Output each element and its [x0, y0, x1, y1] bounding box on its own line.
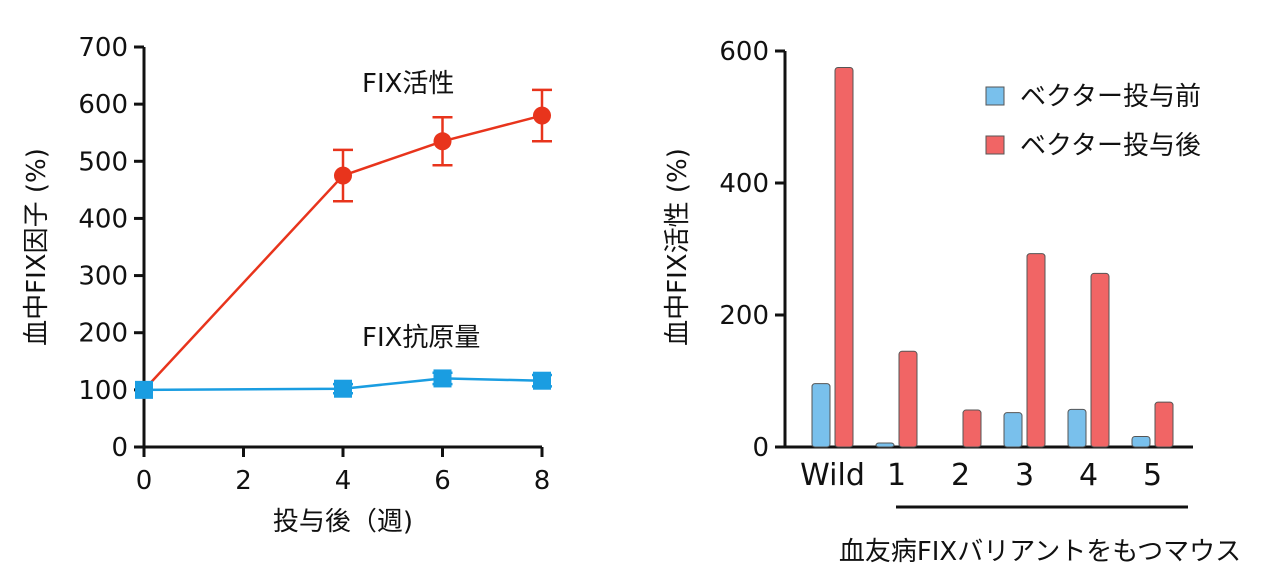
y-tick-label: 0	[752, 433, 769, 463]
legend-label-before: ベクター投与前	[1020, 82, 1201, 112]
series-fix-antigen	[135, 369, 552, 399]
data-point	[533, 371, 551, 390]
bar-after	[962, 409, 982, 448]
bar-before	[1003, 412, 1023, 448]
x-tick-label: 1	[887, 458, 906, 493]
y-tick-label: 100	[78, 376, 128, 406]
x-tick-label: 4	[1079, 458, 1098, 493]
x-tick-label: 8	[534, 466, 551, 496]
legend-swatch-after	[985, 135, 1005, 155]
bar-after	[898, 350, 918, 448]
x-tick-label: 0	[136, 466, 153, 496]
series-fix-activity	[135, 88, 552, 399]
x-tick-label: 5	[1143, 458, 1162, 493]
data-point	[135, 380, 153, 399]
y-tick-label: 300	[78, 262, 128, 292]
x-tick-label: 3	[1015, 458, 1034, 493]
y-tick-label: 600	[78, 90, 128, 120]
x-tick-label: 6	[434, 466, 451, 496]
data-point	[433, 369, 452, 388]
series-label-fix-antigen: FIX抗原量	[362, 323, 480, 353]
y-tick-label: 0	[111, 433, 128, 463]
series-line	[143, 377, 543, 392]
y-tick-label: 500	[78, 147, 128, 177]
legend-swatch-before	[985, 86, 1005, 106]
y-tick-label: 200	[78, 319, 128, 349]
bar-before	[1067, 408, 1087, 448]
data-point	[433, 132, 452, 151]
bar-before	[1131, 435, 1151, 448]
bar-after	[1026, 253, 1046, 448]
bar-after	[834, 67, 854, 448]
x-tick-label: Wild	[800, 458, 865, 493]
series-line	[143, 114, 543, 391]
data-point	[533, 106, 551, 125]
legend: ベクター投与前 ベクター投与後	[985, 82, 1201, 161]
x-tick-label: 2	[235, 466, 252, 496]
y-axis-title: 血中FIX活性 (%)	[663, 148, 693, 346]
y-tick-label: 700	[78, 33, 128, 63]
x-tick-label: 2	[951, 458, 970, 493]
bar-before	[811, 383, 831, 448]
bar-before	[875, 442, 895, 448]
legend-label-after: ベクター投与後	[1020, 131, 1201, 161]
x-axis-title: 投与後（週)	[273, 507, 413, 537]
bar-after	[1090, 272, 1110, 448]
y-tick-label: 600	[719, 37, 769, 67]
data-point	[334, 166, 352, 185]
data-point	[334, 379, 352, 398]
bar-after	[1154, 401, 1174, 448]
bar-chart: 0 200 400 600 Wild 1 2 3 4 5 血友病FIXバリアントをもつマウス 血…	[663, 37, 1241, 567]
series-label-fix-activity: FIX活性	[362, 69, 454, 99]
line-chart: 0 100 200 300 400 500 600 700 0 2 4 6 8 FIX活性 FIX抗原…	[22, 33, 552, 537]
y-tick-label: 200	[719, 301, 769, 331]
y-axis-title: 血中FIX因子 (%)	[22, 148, 52, 346]
y-tick-label: 400	[78, 204, 128, 234]
x-tick-label: 4	[335, 466, 352, 496]
x-axis-title: 血友病FIXバリアントをもつマウス	[839, 537, 1241, 567]
y-tick-label: 400	[719, 169, 769, 199]
